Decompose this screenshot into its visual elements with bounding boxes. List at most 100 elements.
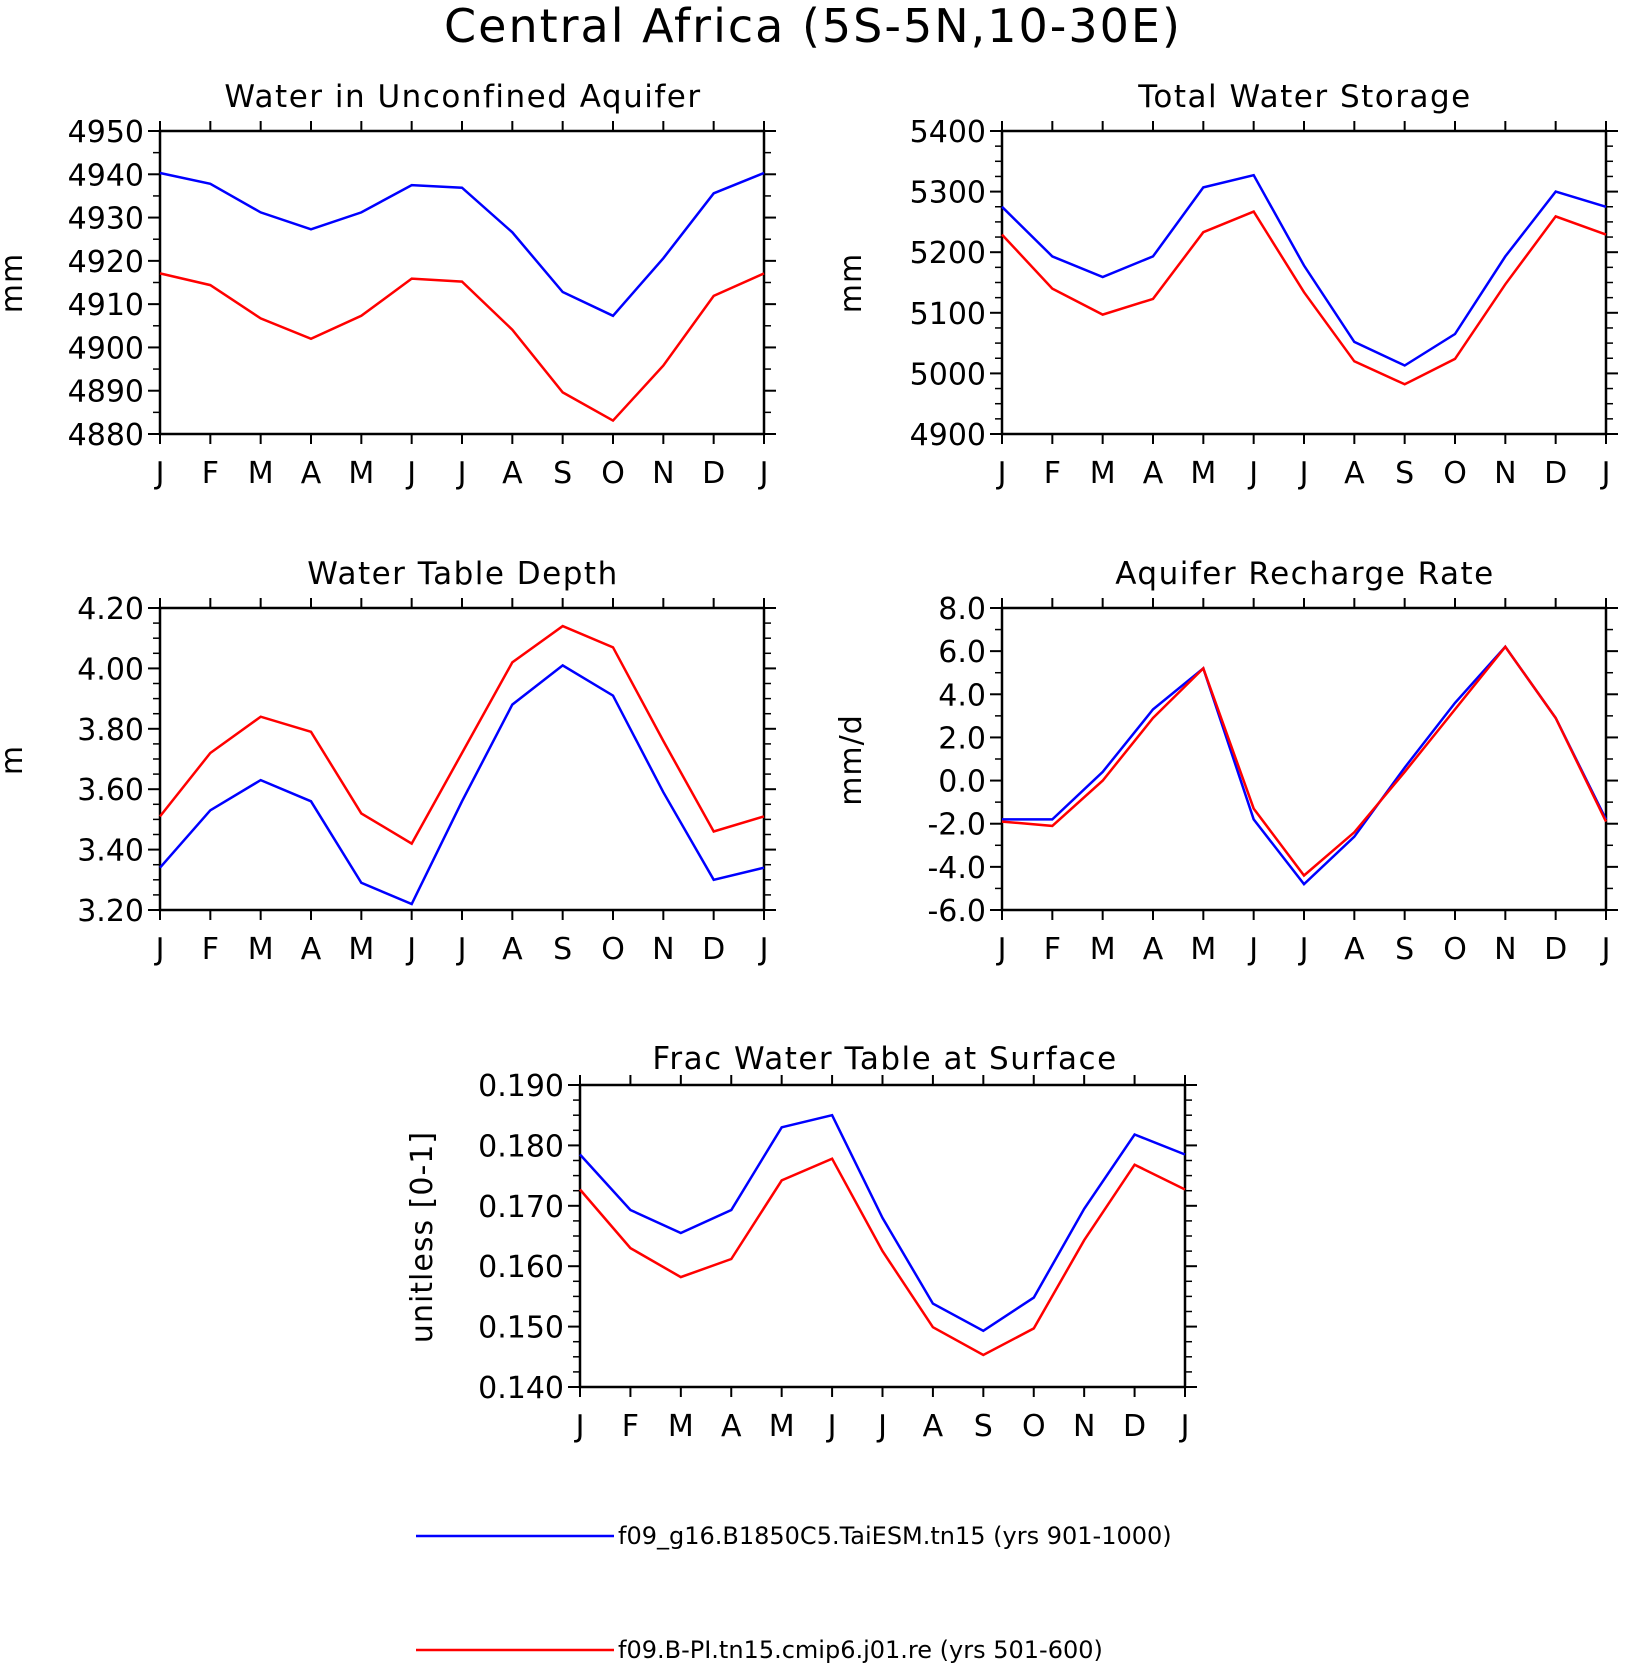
series-line-2 (579, 1157, 1186, 1357)
x-tick-label: N (1073, 1409, 1095, 1444)
y-axis-label: mm/d (834, 714, 869, 806)
x-tick-label: D (702, 456, 725, 491)
x-tick-label: J (876, 1409, 887, 1444)
x-tick-label: J (1247, 932, 1258, 967)
x-tick-label: D (1123, 1409, 1146, 1444)
y-tick-label: 5000 (910, 357, 986, 392)
x-tick-label: A (301, 932, 322, 967)
y-tick-label: 5200 (910, 236, 986, 271)
x-tick-label: O (601, 932, 625, 967)
y-axis-label: mm (834, 253, 869, 313)
y-tick-label: 6.0 (938, 635, 986, 670)
y-tick-label: 3.60 (77, 773, 144, 808)
x-tick-label: J (758, 932, 769, 967)
y-tick-label: 5300 (910, 176, 986, 211)
x-tick-label: J (405, 456, 416, 491)
y-tick-label: 4950 (68, 115, 144, 150)
x-tick-label: F (1044, 456, 1061, 491)
series-line-2 (1001, 210, 1607, 386)
panel-title: Frac Water Table at Surface (652, 1041, 1117, 1077)
x-tick-label: A (1143, 456, 1164, 491)
series-line-2 (1001, 644, 1608, 878)
series-line-1 (1002, 644, 1608, 886)
y-tick-label: 3.40 (77, 834, 144, 869)
x-tick-label: A (1344, 932, 1365, 967)
x-tick-label: J (1600, 456, 1611, 491)
x-tick-label: J (1179, 1409, 1190, 1444)
y-tick-label: 0.150 (478, 1311, 564, 1346)
panel-title: Water in Unconfined Aquifer (224, 79, 701, 115)
y-tick-label: 3.80 (77, 713, 144, 748)
x-tick-label: A (502, 932, 523, 967)
x-tick-label: J (154, 456, 165, 491)
panel-aquifer-recharge-rate: Aquifer Recharge Rate mm/d (834, 556, 1494, 806)
x-tick-label: S (1395, 932, 1414, 967)
panel-water-unconfined-aquifer: Water in Unconfined Aquifer mm (0, 79, 701, 313)
x-tick-label: M (1090, 456, 1116, 491)
x-tick-label: S (553, 456, 572, 491)
x-tick-label: A (1143, 932, 1164, 967)
panel-title: Water Table Depth (307, 556, 618, 592)
x-tick-label: A (721, 1409, 742, 1444)
figure-title: Central Africa (5S-5N,10-30E) (444, 0, 1182, 53)
x-tick-label: N (1494, 932, 1516, 967)
panel-total-water-storage: Total Water Storage mm (834, 79, 1470, 313)
y-tick-label: 8.0 (938, 592, 986, 627)
x-tick-label: F (1044, 932, 1061, 967)
y-tick-label: -2.0 (927, 808, 986, 843)
y-tick-label: 4940 (68, 158, 144, 193)
y-tick-label: 5100 (910, 297, 986, 332)
x-tick-label: J (1600, 932, 1611, 967)
y-axis-label: unitless [0-1] (405, 1131, 440, 1343)
series-line-1 (159, 663, 765, 906)
y-tick-label: 0.190 (478, 1069, 564, 1104)
plot-area-2: J F M A M J J A S O N D J3.203.403.603.804.004.20 (77, 592, 776, 967)
x-tick-label: J (1298, 932, 1309, 967)
x-tick-label: O (1022, 1409, 1046, 1444)
y-axis-label: m (0, 745, 30, 775)
x-tick-label: D (1544, 932, 1567, 967)
x-tick-label: J (826, 1409, 837, 1444)
x-tick-label: F (202, 456, 219, 491)
x-tick-label: D (1544, 456, 1567, 491)
plot-frame (1000, 129, 1608, 436)
y-tick-label: 4.00 (77, 652, 144, 687)
x-tick-label: M (248, 456, 274, 491)
legend: f09_g16.B1850C5.TaiESM.tn15 (yrs 901-100… (416, 1522, 1172, 1664)
x-tick-label: S (1395, 456, 1414, 491)
y-tick-label: 4890 (68, 375, 144, 410)
x-tick-label: M (668, 1409, 694, 1444)
x-tick-label: N (1494, 456, 1516, 491)
y-tick-label: 0.170 (478, 1190, 564, 1225)
plot-area-3: J F M A M J J A S O N D J-6.0-4.0-2.00.02.04.06.08.0 (927, 592, 1618, 967)
x-tick-label: A (502, 456, 523, 491)
y-tick-label: 3.20 (77, 894, 144, 929)
y-tick-label: 4880 (68, 418, 144, 453)
y-tick-label: 4910 (68, 288, 144, 323)
x-tick-label: S (974, 1409, 993, 1444)
panel-water-table-depth: Water Table Depth m (0, 556, 618, 775)
plot-area-4: J F M A M J J A S O N D J0.1400.1500.1600.1700.1800.… (478, 1069, 1197, 1444)
series-line-2 (159, 272, 765, 423)
y-tick-label: 4900 (910, 418, 986, 453)
x-tick-label: A (1344, 456, 1365, 491)
plot-area-0: J F M A M J J A S O N D J488048904900491049204930494… (68, 115, 776, 491)
legend-label-series-2: f09.B-PI.tn15.cmip6.j01.re (yrs 501-600) (618, 1636, 1103, 1664)
x-tick-label: M (248, 932, 274, 967)
x-tick-label: J (456, 456, 467, 491)
y-tick-label: -6.0 (927, 894, 986, 929)
x-tick-label: J (1247, 456, 1258, 491)
y-tick-label: 4920 (68, 245, 144, 280)
y-tick-label: 5400 (910, 115, 986, 150)
panel-title: Aquifer Recharge Rate (1115, 556, 1494, 592)
plot-frame (1000, 606, 1608, 912)
x-tick-label: D (702, 932, 725, 967)
x-tick-label: J (574, 1409, 585, 1444)
x-tick-label: O (1443, 932, 1467, 967)
series-line-1 (1001, 173, 1607, 367)
x-tick-label: J (996, 456, 1007, 491)
x-tick-label: O (1443, 456, 1467, 491)
x-tick-label: J (405, 932, 416, 967)
